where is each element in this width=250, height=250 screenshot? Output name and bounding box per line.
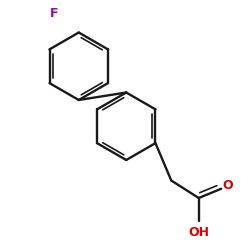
Text: OH: OH: [188, 226, 209, 239]
Text: O: O: [223, 179, 233, 192]
Text: F: F: [50, 7, 58, 20]
